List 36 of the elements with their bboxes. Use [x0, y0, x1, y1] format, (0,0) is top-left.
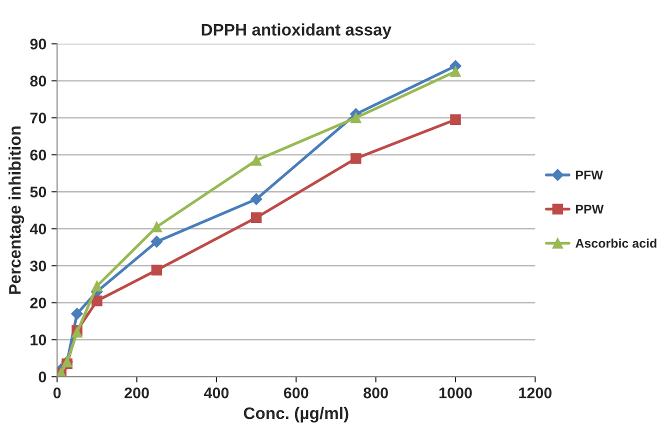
- y-tick-label: 80: [30, 76, 46, 86]
- point: [250, 212, 262, 224]
- x-tick-label: 0: [53, 388, 61, 398]
- x-tick-label: 200: [124, 388, 149, 398]
- point: [92, 280, 102, 292]
- point: [71, 308, 83, 320]
- x-tick-label: 1200: [519, 388, 552, 398]
- y-tick-label: 50: [30, 186, 46, 198]
- x-tick-label: 1000: [439, 388, 472, 398]
- x-tick-label: 400: [204, 388, 229, 398]
- x-tick-label: 600: [284, 388, 308, 398]
- point: [350, 153, 362, 164]
- point: [151, 222, 162, 232]
- point: [92, 295, 102, 306]
- y-tick-label: 70: [30, 112, 46, 124]
- legend-label: PFW: [576, 170, 603, 180]
- y-tick-label: 20: [30, 298, 46, 308]
- point: [450, 66, 461, 77]
- x-axis-title: Conc. (µg/ml): [244, 406, 348, 423]
- y-tick-label: 30: [30, 260, 46, 272]
- y-tick-label: 10: [30, 334, 46, 346]
- legend-label: Ascorbic acid: [575, 238, 656, 248]
- point: [250, 154, 262, 166]
- point: [350, 112, 362, 124]
- y-tick-label: 40: [30, 224, 46, 234]
- point: [450, 114, 461, 126]
- y-tick-label: 60: [30, 150, 46, 160]
- y-tick-label: 0: [38, 372, 46, 382]
- legend-label: PPW: [576, 204, 604, 214]
- y-tick-label: 90: [30, 38, 46, 50]
- point: [150, 236, 163, 248]
- x-tick-label: 800: [364, 388, 388, 398]
- point: [151, 264, 162, 276]
- y-axis-title: Percentage inhibition: [8, 126, 24, 294]
- point: [250, 193, 262, 206]
- chart-title: DPPH antioxidant assay: [202, 23, 392, 39]
